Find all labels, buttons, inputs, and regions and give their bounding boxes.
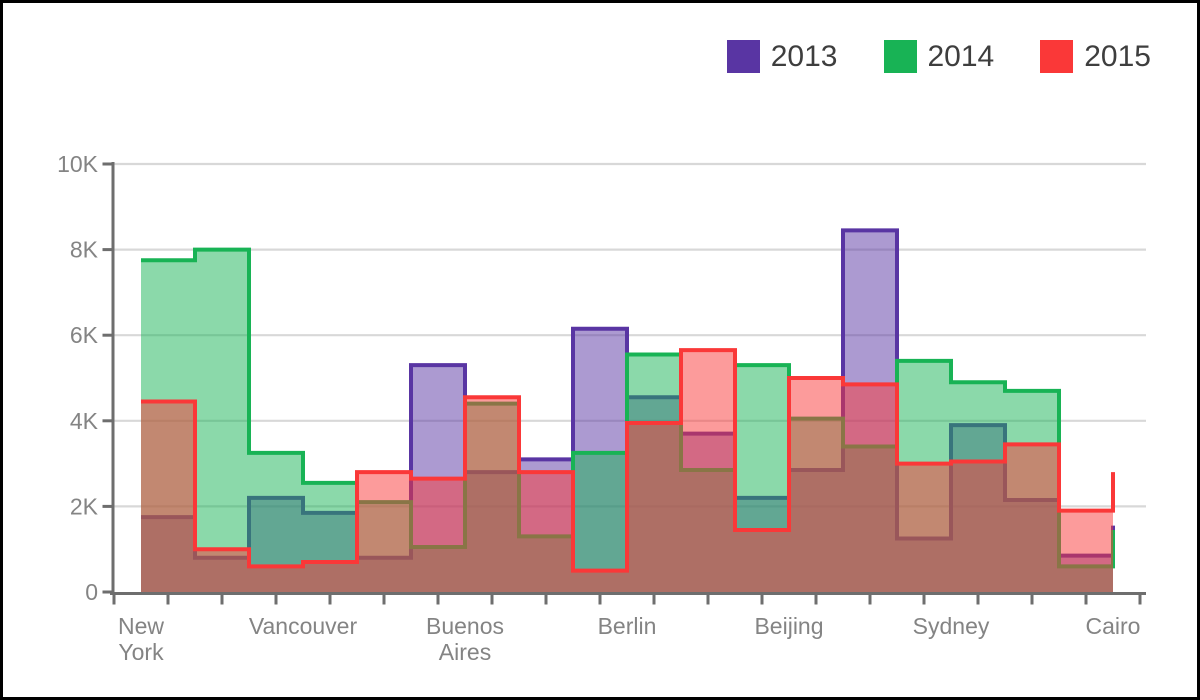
x-category-label-berlin: Berlin	[598, 613, 657, 639]
x-category-label-buenos-aires: Buenos	[426, 613, 504, 639]
y-tick-label-2K: 2K	[70, 493, 99, 519]
x-category-label-buenos-aires: Aires	[439, 639, 491, 665]
y-tick-label-4K: 4K	[70, 408, 99, 434]
y-tick-label-6K: 6K	[70, 322, 99, 348]
y-tick-label-10K: 10K	[57, 151, 99, 177]
legend-label-2014: 2014	[927, 39, 995, 73]
x-category-label-cairo: Cairo	[1086, 613, 1141, 639]
legend-swatch-2015-icon	[1040, 39, 1074, 73]
x-category-label-vancouver: Vancouver	[249, 613, 358, 639]
y-tick-label-0: 0	[85, 579, 98, 605]
legend-item-2015[interactable]: 2015	[1040, 39, 1151, 73]
legend: 2013 2014 2015	[3, 36, 1151, 76]
legend-swatch-2013-icon	[726, 39, 760, 73]
legend-label-2015: 2015	[1084, 39, 1151, 73]
legend-label-2013: 2013	[770, 39, 838, 73]
series-2015-line	[141, 348, 1115, 573]
legend-item-2013[interactable]: 2013	[726, 39, 838, 73]
x-category-label-new-york: York	[118, 639, 164, 665]
y-tick-label-8K: 8K	[70, 237, 99, 263]
series-2014-line	[141, 247, 1115, 569]
legend-swatch-2014-icon	[883, 39, 917, 73]
x-category-label-sydney: Sydney	[913, 613, 990, 639]
x-category-label-new-york: New	[118, 613, 164, 639]
legend-item-2014[interactable]: 2014	[883, 39, 995, 73]
x-category-label-beijing: Beijing	[754, 613, 823, 639]
